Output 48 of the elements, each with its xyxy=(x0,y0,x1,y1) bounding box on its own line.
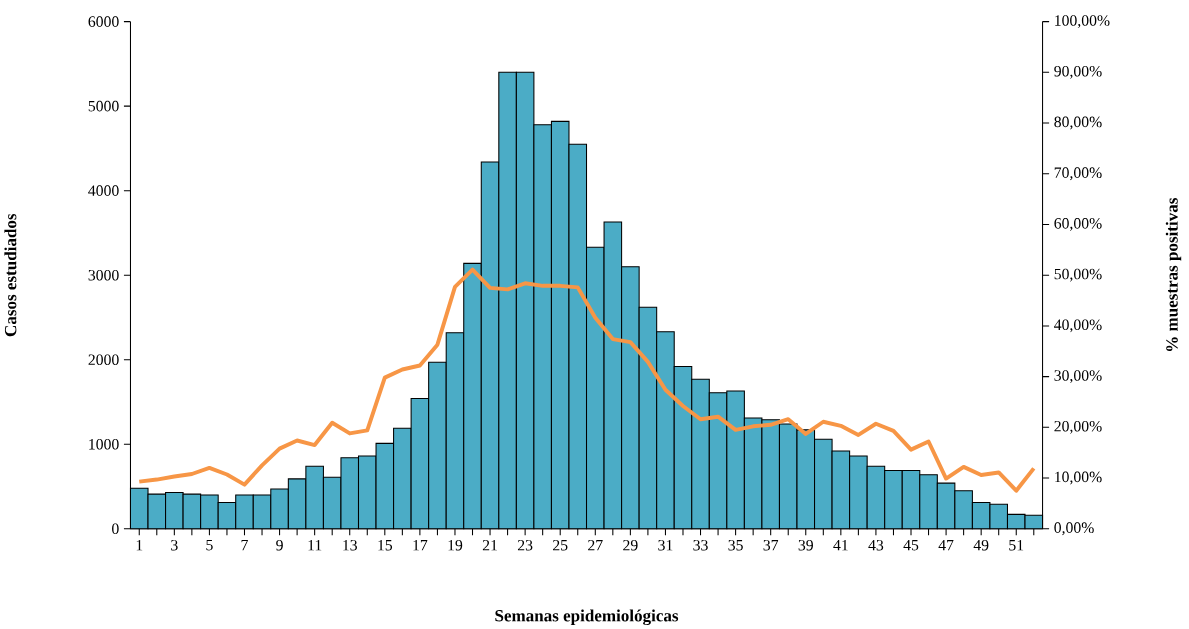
x-tick-label: 5 xyxy=(206,539,213,551)
y-tick-label: 6000 xyxy=(88,16,119,27)
x-tick-label: 37 xyxy=(763,539,779,551)
y2-tick-label: 100,00% xyxy=(1055,14,1110,28)
x-tick-label: 3 xyxy=(171,539,178,551)
x-tick-label: 35 xyxy=(728,539,743,551)
y2-tick-label: 0,00% xyxy=(1054,522,1094,535)
y-tick-label: 3000 xyxy=(88,269,119,281)
y2-tick-label: 30,00% xyxy=(1054,369,1102,383)
x-tick-label: 13 xyxy=(343,539,357,551)
y2-tick-label: 40,00% xyxy=(1054,319,1102,333)
x-tick-label: 7 xyxy=(241,539,248,551)
line-series xyxy=(137,267,1036,493)
x-tick-label: 45 xyxy=(903,539,919,551)
y2-tick-label: 90,00% xyxy=(1054,65,1102,79)
x-tick-label: 49 xyxy=(973,539,989,551)
x-tick-label: 11 xyxy=(308,539,322,551)
y-tick-label: 2000 xyxy=(88,354,119,365)
x-tick-label: 43 xyxy=(868,539,884,551)
x-tick-label: 31 xyxy=(658,539,673,551)
x-axis-title: Semanas epidemiológicas xyxy=(495,609,679,625)
x-tick-label: 15 xyxy=(378,539,393,551)
x-tick-label: 47 xyxy=(938,539,954,551)
y2-tick-label: 80,00% xyxy=(1054,116,1102,130)
x-tick-label: 25 xyxy=(553,539,568,551)
y-axis-title: Casos estudiados xyxy=(4,213,17,336)
y2-tick-label: 60,00% xyxy=(1054,217,1102,231)
x-tick-label: 17 xyxy=(413,539,428,551)
y-tick-label: 0 xyxy=(112,523,119,534)
y-tick-label: 4000 xyxy=(88,185,119,196)
y-tick-label: 5000 xyxy=(88,100,119,112)
x-tick-label: 1 xyxy=(136,539,143,551)
x-tick-label: 23 xyxy=(517,539,533,551)
x-tick-label: 19 xyxy=(448,539,463,551)
y2-tick-label: 50,00% xyxy=(1054,268,1102,282)
y2-tick-label: 10,00% xyxy=(1055,471,1102,485)
y2-tick-label: 70,00% xyxy=(1054,167,1102,180)
x-tick-label: 29 xyxy=(623,539,638,551)
x-tick-label: 33 xyxy=(693,539,708,551)
x-tick-label: 9 xyxy=(276,539,283,551)
y-tick-label: 1000 xyxy=(89,438,119,450)
x-tick-label: 27 xyxy=(588,539,603,551)
x-tick-label: 51 xyxy=(1009,539,1024,551)
x-tick-label: 39 xyxy=(798,539,813,551)
x-tick-label: 21 xyxy=(482,539,497,551)
y2-tick-label: 20,00% xyxy=(1054,420,1102,434)
x-tick-label: 41 xyxy=(833,539,848,551)
y2-axis-title: % muestras positivas xyxy=(1165,197,1182,351)
